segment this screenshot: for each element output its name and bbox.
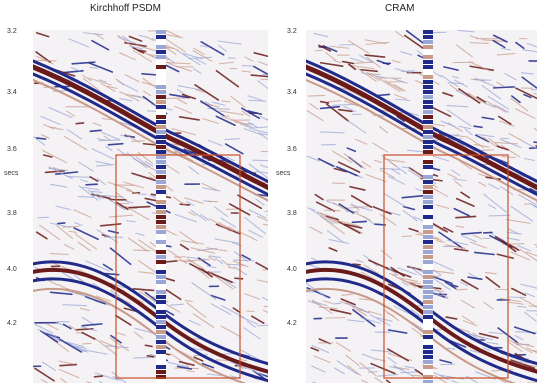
left-tick-3-6: 3.6 (7, 146, 17, 153)
main-reflector (306, 59, 537, 202)
left-tick-3-8: 3.8 (7, 210, 17, 217)
noise-texture (33, 30, 268, 383)
trace-strip (156, 30, 166, 383)
right-seismic-image (306, 30, 537, 383)
right-time-unit: secs (276, 170, 291, 177)
lower-reflectors (306, 260, 537, 383)
right-panel-title: CRAM (385, 3, 415, 14)
left-tick-3-2: 3.2 (7, 28, 17, 35)
highlight-box (115, 154, 241, 379)
left-tick-4-2: 4.2 (7, 320, 17, 327)
left-tick-3-4: 3.4 (7, 89, 17, 96)
right-tick-4-2: 4.2 (287, 320, 297, 327)
right-tick-3-2: 3.2 (287, 28, 297, 35)
main-reflector (33, 59, 268, 202)
right-tick-4-0: 4.0 (287, 266, 297, 273)
highlight-box (383, 154, 509, 379)
left-tick-4-0: 4.0 (7, 266, 17, 273)
left-seismic-image (33, 30, 268, 383)
left-panel-title: Kirchhoff PSDM (90, 3, 161, 14)
left-time-unit: secs (4, 170, 19, 177)
right-tick-3-6: 3.6 (287, 146, 297, 153)
right-tick-3-4: 3.4 (287, 89, 297, 96)
trace-strip (423, 30, 433, 383)
right-tick-3-8: 3.8 (287, 210, 297, 217)
lower-reflectors (33, 260, 268, 383)
